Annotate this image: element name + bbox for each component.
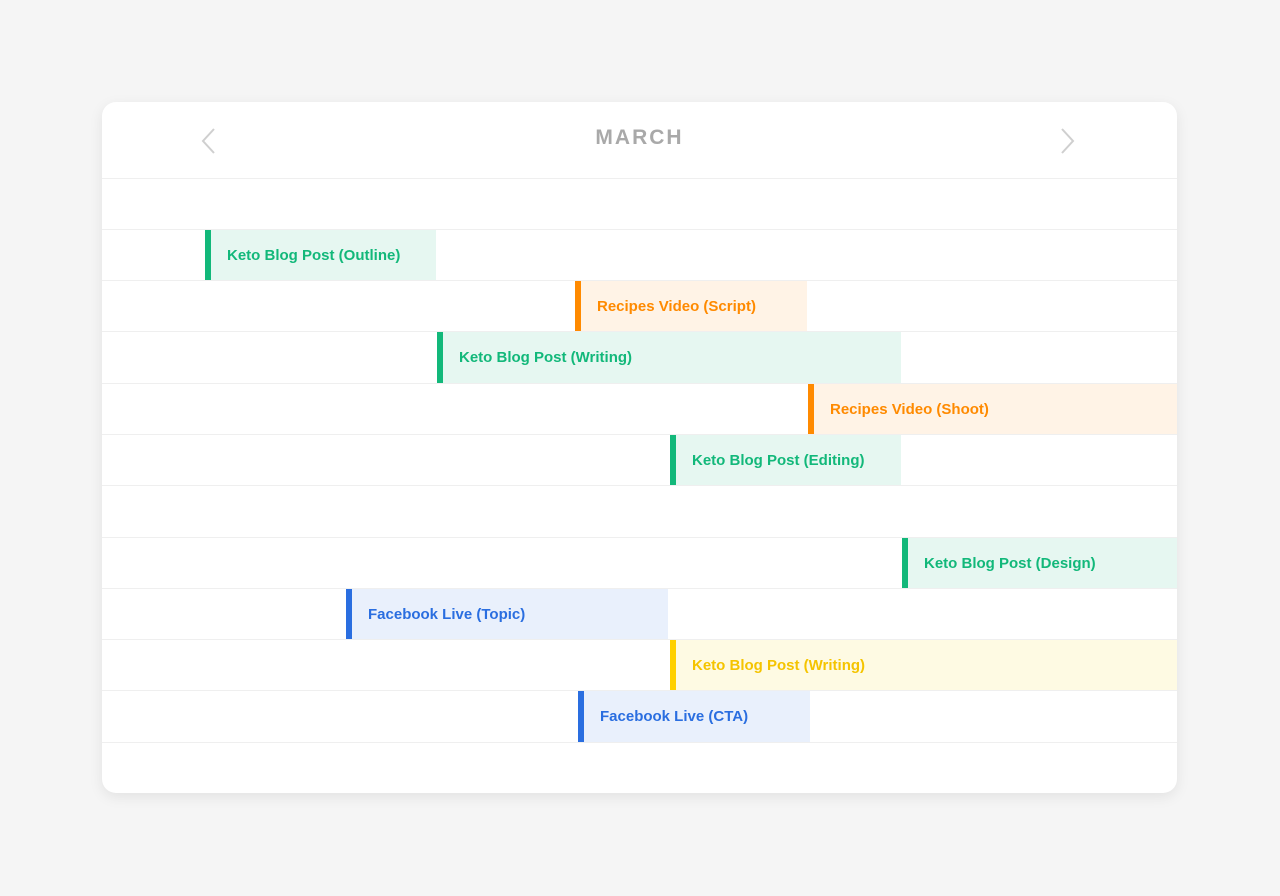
task-bar[interactable]: Keto Blog Post (Writing): [437, 332, 901, 383]
timeline-row: Facebook Live (CTA): [102, 690, 1177, 742]
task-bar[interactable]: Keto Blog Post (Outline): [205, 230, 436, 281]
timeline-row: Keto Blog Post (Writing): [102, 639, 1177, 691]
task-bar[interactable]: Facebook Live (Topic): [346, 589, 668, 640]
timeline-row: Keto Blog Post (Outline): [102, 229, 1177, 281]
timeline-row: Keto Blog Post (Writing): [102, 331, 1177, 383]
task-bar[interactable]: Keto Blog Post (Editing): [670, 435, 901, 486]
timeline-row: [102, 178, 1177, 230]
task-bar[interactable]: Recipes Video (Script): [575, 281, 807, 332]
timeline-row: Recipes Video (Script): [102, 280, 1177, 332]
row-divider: [102, 742, 1177, 743]
gantt-calendar-card: MARCH Keto Blog Post (Outline) Recipes V…: [102, 102, 1177, 793]
task-bar[interactable]: Facebook Live (CTA): [578, 691, 810, 742]
next-month-button[interactable]: [1058, 126, 1078, 156]
prev-month-button[interactable]: [200, 126, 220, 156]
task-bar[interactable]: Keto Blog Post (Design): [902, 538, 1177, 589]
chevron-left-icon: [201, 128, 215, 154]
task-bar[interactable]: Recipes Video (Shoot): [808, 384, 1177, 435]
calendar-header: MARCH: [102, 102, 1177, 178]
timeline-row: [102, 485, 1177, 537]
chevron-right-icon: [1061, 128, 1075, 154]
timeline-row: Keto Blog Post (Design): [102, 537, 1177, 589]
timeline-row: Recipes Video (Shoot): [102, 383, 1177, 435]
month-title: MARCH: [595, 126, 684, 149]
timeline-row: Keto Blog Post (Editing): [102, 434, 1177, 486]
task-bar[interactable]: Keto Blog Post (Writing): [670, 640, 1177, 691]
timeline-row: Facebook Live (Topic): [102, 588, 1177, 640]
